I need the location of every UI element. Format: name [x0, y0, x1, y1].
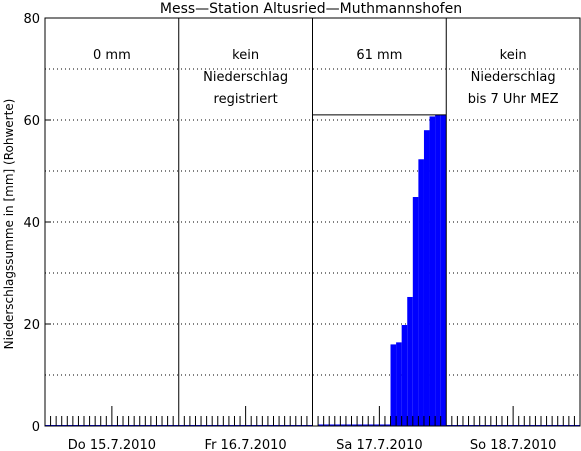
precipitation-bar — [440, 114, 447, 427]
precipitation-bar — [407, 296, 413, 426]
annotations: 0 mm kein Niederschlag registriert 61 mm kein… — [93, 48, 559, 107]
precipitation-bar — [390, 344, 397, 426]
precipitation-bar — [340, 424, 346, 426]
precipitation-bar — [362, 424, 369, 426]
y-tick-label: 20 — [23, 318, 40, 333]
annotation-text: kein — [500, 48, 527, 63]
precipitation-bar — [368, 424, 374, 426]
day-label: Do 15.7.2010 — [68, 438, 156, 451]
y-tick-labels: 0 20 40 60 80 — [23, 12, 51, 435]
precipitation-bar — [329, 424, 335, 426]
plot-frame — [44, 17, 581, 427]
annotation-text: Niederschlag — [471, 70, 556, 85]
day-label: Sa 17.7.2010 — [336, 438, 423, 451]
y-tick-label: 40 — [23, 216, 40, 231]
annotation-text: bis 7 Uhr MEZ — [468, 92, 559, 107]
annotation-text: 0 mm — [93, 48, 131, 63]
precipitation-bar — [396, 342, 402, 426]
precipitation-bar — [379, 424, 385, 426]
annotation-text: 61 mm — [356, 48, 402, 63]
day-label: Fr 16.7.2010 — [205, 438, 287, 451]
day-labels: Do 15.7.2010 Fr 16.7.2010 Sa 17.7.2010 So 1… — [68, 438, 557, 451]
precipitation-bar — [401, 325, 408, 426]
day-label: So 18.7.2010 — [470, 438, 557, 451]
precipitation-bars — [45, 114, 580, 427]
precipitation-bar — [323, 424, 330, 426]
y-tick-label: 80 — [23, 12, 40, 27]
annotation-text: registriert — [214, 92, 278, 107]
precipitation-bar — [334, 424, 341, 426]
annotation-text: Niederschlag — [203, 70, 288, 85]
precipitation-bar — [357, 424, 363, 426]
hour-ticks — [50, 406, 575, 426]
precipitation-bar — [384, 424, 391, 426]
precipitation-bar — [412, 197, 419, 426]
y-axis-label: Niederschlagssumme in [mm] (Rohwerte) — [2, 99, 16, 350]
y-tick-label: 0 — [32, 420, 40, 435]
precipitation-bar — [345, 424, 352, 426]
precipitation-bar — [351, 424, 358, 426]
y-tick-label: 60 — [23, 114, 40, 129]
annotation-text: kein — [232, 48, 259, 63]
precipitation-bar — [435, 114, 441, 427]
precipitation-bar — [318, 424, 324, 426]
precipitation-bar — [429, 116, 436, 427]
day-dividers — [178, 18, 447, 426]
precipitation-bar — [423, 130, 430, 426]
precipitation-bar — [373, 424, 380, 426]
precipitation-bar — [418, 159, 424, 426]
chart-title: Mess—Station Altusried—Muthmannshofen — [160, 1, 462, 17]
